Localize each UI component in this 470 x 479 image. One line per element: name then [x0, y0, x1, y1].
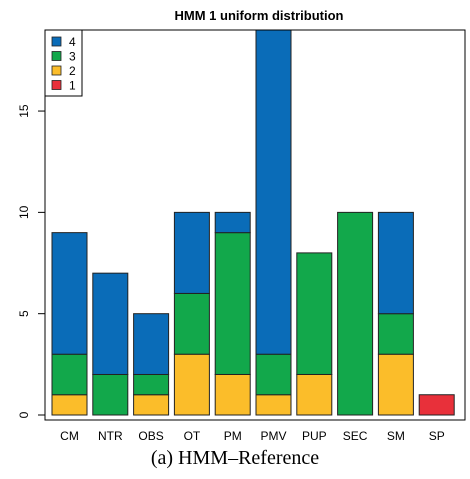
x-tick-label-pup: PUP	[302, 429, 327, 443]
x-axis: CM NTR OBS OT PM PMV PUP SEC SM SP	[60, 429, 445, 443]
bars-layer	[51, 30, 455, 416]
bar-pmv-series-4	[255, 30, 292, 355]
bar-pm-series-2	[214, 373, 251, 416]
y-tick-label-5: 5	[17, 310, 31, 317]
x-tick-label-pmv: PMV	[260, 429, 286, 443]
x-tick-label-sec: SEC	[343, 429, 368, 443]
bar-ot-series-3	[173, 292, 210, 355]
x-tick-label-cm: CM	[60, 429, 79, 443]
legend-label-3: 3	[69, 50, 76, 64]
bar-pup-series-3	[296, 252, 333, 375]
bar-sm-series-3	[377, 313, 414, 355]
chart-title: HMM 1 uniform distribution	[175, 8, 344, 23]
x-tick-label-ntr: NTR	[98, 429, 123, 443]
bar-cm-series-3	[51, 353, 88, 396]
x-tick-label-sm: SM	[387, 429, 405, 443]
bar-pmv-series-3	[255, 353, 292, 396]
bar-ot-series-4	[173, 211, 210, 294]
bar-sp-series-1	[418, 394, 455, 416]
legend-swatch-4	[51, 36, 62, 47]
bar-ntr-series-4	[92, 272, 129, 375]
y-tick-label-10: 10	[17, 205, 31, 219]
legend-swatch-3	[51, 51, 62, 61]
bar-cm-series-2	[51, 394, 88, 416]
bar-pmv-series-2	[255, 394, 292, 416]
bar-pm-series-4	[214, 211, 251, 234]
bar-cm-series-4	[51, 232, 88, 355]
bar-obs-series-2	[133, 394, 170, 416]
stacked-bar-chart: HMM 1 uniform distribution 0 5 10 15 CM NTR O…	[17, 8, 466, 443]
bar-obs-series-3	[133, 373, 170, 396]
bar-sm-series-2	[377, 353, 414, 416]
legend-swatch-1	[51, 80, 62, 90]
figure-caption: (a) HMM–Reference	[150, 447, 320, 469]
y-axis: 0 5 10 15	[17, 104, 46, 418]
legend-label-1: 1	[69, 79, 76, 93]
x-tick-label-obs: OBS	[138, 429, 163, 443]
x-tick-label-sp: SP	[429, 429, 445, 443]
bar-sec-series-3	[337, 211, 374, 416]
legend-box	[44, 29, 83, 97]
legend-label-4: 4	[69, 35, 76, 49]
bar-ot-series-2	[173, 353, 210, 416]
plot-frame	[44, 29, 466, 421]
y-tick-label-0: 0	[17, 411, 31, 418]
x-tick-label-ot: OT	[184, 429, 201, 443]
legend-swatch-2	[51, 65, 62, 76]
legend-label-2: 2	[69, 64, 76, 78]
y-tick-label-15: 15	[17, 104, 31, 118]
bar-pm-series-3	[214, 232, 251, 375]
bar-obs-series-4	[133, 313, 170, 375]
x-tick-label-pm: PM	[224, 429, 242, 443]
bar-ntr-series-3	[92, 373, 129, 416]
bar-pup-series-2	[296, 373, 333, 416]
bar-sm-series-4	[377, 211, 414, 315]
